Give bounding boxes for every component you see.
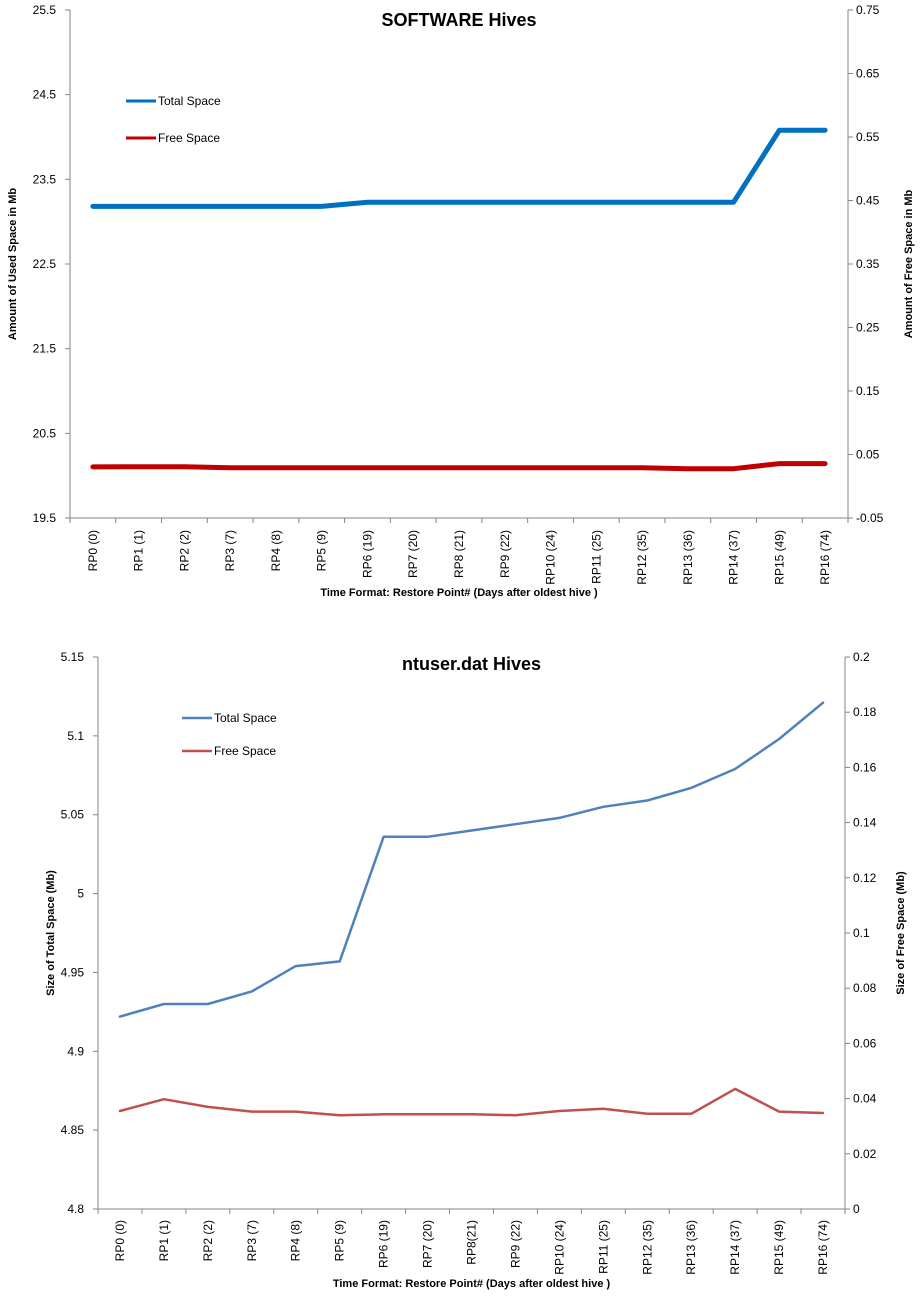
- x-category-label: RP12 (35): [635, 530, 649, 585]
- x-category-label: RP13 (36): [684, 1220, 698, 1275]
- legend-label: Total Space: [214, 711, 277, 725]
- left-y-axis-title: Amount of Used Space in Mb: [7, 188, 19, 340]
- right-y-tick-label: 0.16: [853, 760, 877, 774]
- x-category-label: RP13 (36): [681, 530, 695, 585]
- left-y-tick-label: 4.8: [67, 1202, 84, 1216]
- legend-label: Free Space: [158, 131, 220, 145]
- x-category-label: RP14 (37): [727, 530, 741, 585]
- series-line-total-space: [90, 127, 828, 209]
- right-y-tick-label: 0: [853, 1202, 860, 1216]
- x-category-label: RP0 (0): [113, 1220, 127, 1261]
- left-y-tick-label: 4.95: [61, 965, 85, 979]
- x-category-label: RP16 (74): [816, 1220, 830, 1275]
- x-axis-title: Time Format: Restore Point# (Days after …: [333, 1278, 611, 1290]
- series-line-total-space: [118, 701, 825, 1018]
- x-category-label: RP15 (49): [772, 1220, 786, 1275]
- right-y-tick-label: 0.15: [856, 384, 880, 398]
- x-category-label: RP12 (35): [640, 1220, 654, 1275]
- x-axis-title: Time Format: Restore Point# (Days after …: [320, 587, 598, 599]
- left-y-axis-title: Size of Total Space (Mb): [45, 870, 57, 996]
- x-category-label: RP14 (37): [728, 1220, 742, 1275]
- left-y-tick-label: 4.9: [67, 1044, 84, 1058]
- x-category-label: RP10 (24): [552, 1220, 566, 1275]
- chart-1-svg: ntuser.dat Hives 4.8 4.85 4.9 4.95 5 5.05 5.1 5.…: [45, 650, 907, 1290]
- x-category-label: RP11 (25): [589, 530, 603, 584]
- left-y-tick-label: 22.5: [33, 257, 57, 271]
- right-y-tick-label: 0.08: [853, 981, 877, 995]
- x-category-label: RP4 (8): [289, 1220, 303, 1261]
- right-y-tick-label: 0.25: [856, 321, 880, 335]
- left-y-tick-label: 19.5: [33, 511, 57, 525]
- x-category-label: RP8 (21): [452, 530, 466, 578]
- legend-label: Total Space: [158, 94, 221, 108]
- x-category-label: RP8(21): [465, 1220, 479, 1265]
- series-line-free-space: [90, 461, 828, 472]
- left-y-tick-label: 20.5: [33, 426, 57, 440]
- right-y-tick-label: 0.35: [856, 257, 880, 271]
- x-category-label: RP9 (22): [498, 530, 512, 578]
- x-category-label: RP6 (19): [360, 530, 374, 578]
- right-y-tick-label: 0.2: [853, 650, 870, 664]
- right-y-tick-label: 0.75: [856, 3, 880, 17]
- left-y-tick-label: 21.5: [33, 342, 57, 356]
- right-y-tick-label: 0.04: [853, 1092, 877, 1106]
- left-y-tick-label: 24.5: [33, 88, 57, 102]
- x-category-label: RP16 (74): [818, 530, 832, 585]
- x-category-label: RP6 (19): [377, 1220, 391, 1268]
- x-category-label: RP3 (7): [223, 530, 237, 571]
- x-category-label: RP15 (49): [772, 530, 786, 585]
- software-hives-chart: SOFTWARE Hives 19.5 20.5 21.5 22.5 23.5 24.5 25…: [0, 0, 921, 615]
- right-y-tick-label: 0.12: [853, 871, 877, 885]
- right-y-tick-label: 0.45: [856, 194, 880, 208]
- right-y-tick-label: 0.55: [856, 130, 880, 144]
- left-y-tick-label: 5.15: [61, 650, 85, 664]
- ntuser-hives-chart: ntuser.dat Hives 4.8 4.85 4.9 4.95 5 5.05 5.1 5.…: [0, 640, 921, 1303]
- right-y-tick-label: 0.05: [856, 448, 880, 462]
- left-y-tick-label: 5.1: [67, 729, 84, 743]
- right-y-tick-label: 0.02: [853, 1147, 877, 1161]
- chart-title: ntuser.dat Hives: [402, 654, 541, 674]
- right-y-axis-title: Size of Free Space (Mb): [895, 871, 907, 995]
- x-category-label: RP1 (1): [157, 1220, 171, 1261]
- right-y-tick-label: 0.14: [853, 816, 877, 830]
- left-y-tick-label: 5: [77, 887, 84, 901]
- x-category-label: RP7 (20): [406, 530, 420, 578]
- left-y-tick-label: 25.5: [33, 3, 57, 17]
- chart-title: SOFTWARE Hives: [381, 10, 536, 30]
- x-category-label: RP9 (22): [508, 1220, 522, 1268]
- legend-label: Free Space: [214, 744, 276, 758]
- x-category-label: RP1 (1): [132, 530, 146, 571]
- right-y-tick-label: 0.18: [853, 705, 877, 719]
- series-line-free-space: [118, 1087, 825, 1117]
- right-y-tick-label: -0.05: [856, 511, 884, 525]
- x-category-label: RP5 (9): [315, 530, 329, 571]
- x-category-label: RP2 (2): [177, 530, 191, 571]
- x-category-label: RP5 (9): [333, 1220, 347, 1261]
- x-category-label: RP4 (8): [269, 530, 283, 571]
- right-y-tick-label: 0.06: [853, 1036, 877, 1050]
- x-category-label: RP10 (24): [544, 530, 558, 585]
- left-y-tick-label: 23.5: [33, 172, 57, 186]
- x-category-label: RP7 (20): [421, 1220, 435, 1268]
- chart-0-svg: SOFTWARE Hives 19.5 20.5 21.5 22.5 23.5 24.5 25…: [7, 3, 915, 599]
- x-category-label: RP0 (0): [86, 530, 100, 571]
- right-y-tick-label: 0.65: [856, 67, 880, 81]
- right-y-axis-title: Amount of Free Space in Mb: [903, 189, 915, 338]
- x-category-label: RP2 (2): [201, 1220, 215, 1261]
- right-y-tick-label: 0.1: [853, 926, 870, 940]
- left-y-tick-label: 5.05: [61, 808, 85, 822]
- left-y-tick-label: 4.85: [61, 1123, 85, 1137]
- x-category-label: RP3 (7): [245, 1220, 259, 1261]
- x-category-label: RP11 (25): [596, 1220, 610, 1274]
